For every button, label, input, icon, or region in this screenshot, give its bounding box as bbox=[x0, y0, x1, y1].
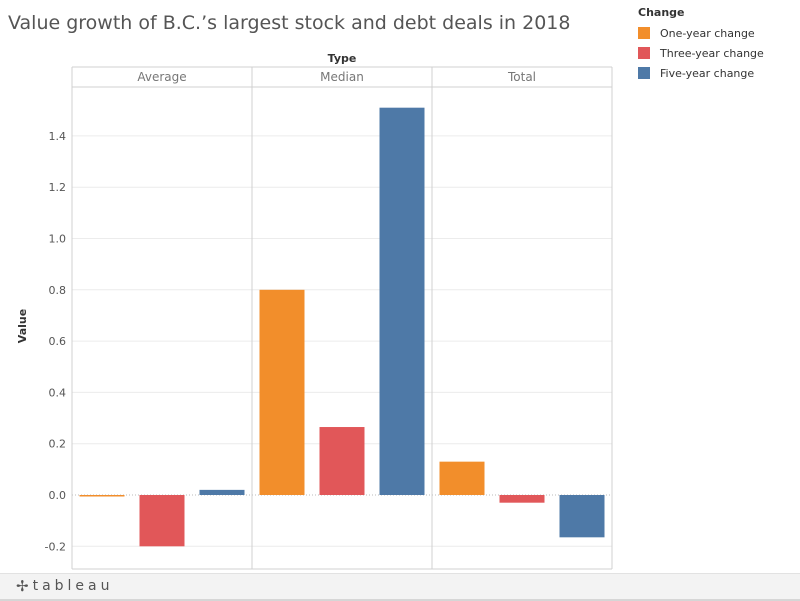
bar-median-one-year-change[interactable] bbox=[259, 289, 305, 495]
panel-header-total: Total bbox=[507, 70, 536, 84]
y-tick-label: 1.0 bbox=[49, 233, 67, 246]
y-tick-label: 0.6 bbox=[49, 335, 67, 348]
y-tick-label: 0.8 bbox=[49, 284, 67, 297]
legend-item-one-year[interactable]: One-year change bbox=[638, 23, 798, 43]
panel-header-median: Median bbox=[320, 70, 364, 84]
column-header-type: Type bbox=[328, 52, 357, 65]
y-tick-label: 0.2 bbox=[49, 438, 67, 451]
bar-total-one-year-change[interactable] bbox=[439, 461, 485, 495]
bar-median-three-year-change[interactable] bbox=[319, 427, 365, 495]
bar-total-three-year-change[interactable] bbox=[499, 495, 545, 503]
tableau-logo[interactable]: ✢ tableau bbox=[16, 577, 114, 595]
legend-swatch bbox=[638, 67, 650, 79]
bar-average-one-year-change[interactable] bbox=[79, 495, 125, 497]
legend-item-three-year[interactable]: Three-year change bbox=[638, 43, 798, 63]
legend: Change One-year change Three-year change… bbox=[638, 6, 798, 83]
legend-label: Five-year change bbox=[660, 66, 755, 80]
tableau-logo-icon: ✢ bbox=[16, 577, 29, 595]
footer-bar: ✢ tableau bbox=[0, 573, 800, 601]
tableau-logo-text: tableau bbox=[32, 578, 114, 594]
bar-average-three-year-change[interactable] bbox=[139, 495, 185, 547]
legend-title: Change bbox=[638, 6, 685, 19]
legend-label: One-year change bbox=[660, 26, 755, 40]
bar-total-five-year-change[interactable] bbox=[559, 495, 605, 538]
y-tick-label: -0.2 bbox=[45, 540, 66, 553]
y-axis-label: Value bbox=[16, 309, 29, 343]
bar-chart: Type Value -0.2 0.0 0.2 0.4 0.6 0.8 1.0 1.2 1.4 Ave… bbox=[16, 52, 613, 570]
y-tick-label: 1.2 bbox=[49, 181, 67, 194]
legend-item-five-year[interactable]: Five-year change bbox=[638, 63, 798, 83]
legend-swatch bbox=[638, 27, 650, 39]
legend-label: Three-year change bbox=[660, 46, 764, 60]
chart-title: Value growth of B.C.’s largest stock and… bbox=[8, 12, 571, 34]
y-tick-label: 0.4 bbox=[49, 386, 67, 399]
bar-average-five-year-change[interactable] bbox=[199, 489, 245, 495]
y-tick-label: 1.4 bbox=[49, 130, 67, 143]
y-tick-label: 0.0 bbox=[49, 489, 67, 502]
panel-header-average: Average bbox=[137, 70, 186, 84]
legend-swatch bbox=[638, 47, 650, 59]
bar-median-five-year-change[interactable] bbox=[379, 107, 425, 495]
